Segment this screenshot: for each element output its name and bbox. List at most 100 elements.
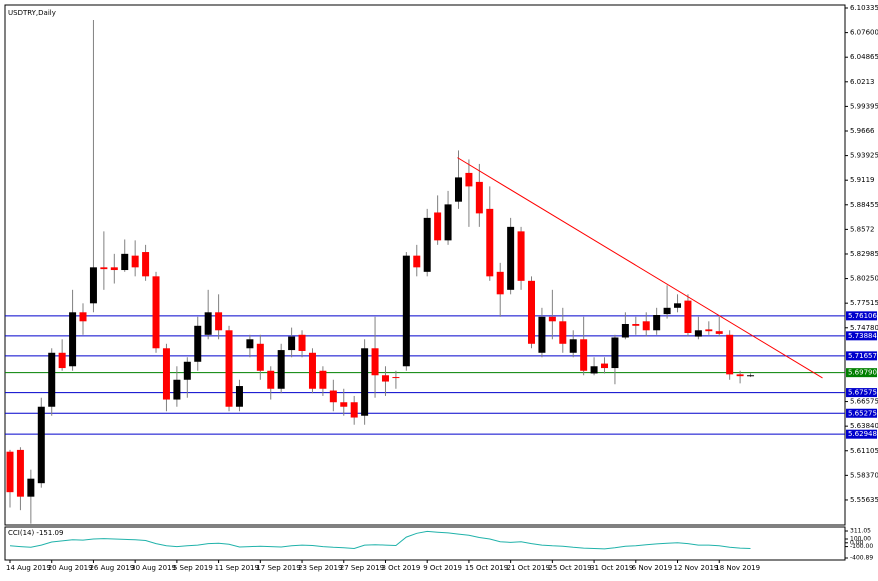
x-tick-label: 31 Oct 2019: [590, 564, 633, 572]
candle-body: [16, 449, 24, 497]
candle-body: [674, 303, 682, 308]
x-tick-label: 26 Aug 2019: [89, 564, 134, 572]
y-tick-label: 5.74780: [850, 324, 878, 332]
candle-body: [110, 267, 118, 271]
level-label-box: [846, 388, 877, 398]
candle-body: [715, 331, 723, 334]
y-tick-label: 5.82985: [850, 250, 878, 258]
x-tick-label: 3 Oct 2019: [381, 564, 420, 572]
x-tick-label: 25 Oct 2019: [548, 564, 591, 572]
x-tick-label: 9 Oct 2019: [423, 564, 462, 572]
y-tick-label: 0.00: [850, 539, 864, 546]
x-tick-label: 30 Aug 2019: [131, 564, 176, 572]
candle-body: [548, 316, 556, 322]
y-tick-label: 6.0213: [850, 78, 875, 86]
x-tick-label: 27 Sep 2019: [340, 564, 384, 572]
candle-body: [350, 402, 358, 418]
y-tick-label: 5.61105: [850, 447, 878, 455]
candle-body: [528, 280, 535, 344]
candle-body: [507, 226, 515, 290]
candle-body: [653, 315, 661, 331]
candle-body: [444, 204, 452, 241]
y-tick-label: 5.99395: [850, 102, 878, 110]
y-tick-label: 5.8572: [850, 225, 875, 233]
main-frame: [4, 4, 846, 526]
candle-body: [642, 321, 650, 331]
candle-body: [6, 451, 14, 493]
x-tick-label: 5 Sep 2019: [173, 564, 213, 572]
level-label: 5.76106: [848, 312, 877, 320]
y-tick-label: 6.04865: [850, 53, 878, 61]
level-label-box: [846, 351, 877, 361]
candle-body: [632, 323, 640, 326]
candle-body: [465, 172, 473, 187]
candle-body: [517, 231, 525, 281]
level-label: 5.69790: [848, 369, 877, 377]
indicator-title: CCI(14) -151.09: [8, 529, 63, 537]
candle-body: [288, 336, 296, 351]
candle-body: [371, 348, 379, 376]
candle-body: [131, 255, 139, 268]
x-tick-label: 20 Aug 2019: [48, 564, 93, 572]
level-label: 5.67575: [848, 389, 877, 397]
x-tick-label: 6 Nov 2019: [632, 564, 672, 572]
candle-body: [319, 370, 327, 389]
candle-body: [58, 352, 66, 369]
candle-body: [402, 255, 410, 367]
candle-body: [69, 312, 77, 367]
candle-body: [267, 370, 275, 389]
level-label: 5.62948: [848, 430, 877, 438]
candle-body: [89, 267, 97, 304]
y-tick-label: 5.77515: [850, 299, 878, 307]
candle-body: [215, 312, 223, 331]
candle-body: [475, 181, 483, 214]
y-tick-label: 5.66575: [850, 398, 878, 406]
candle-body: [601, 363, 609, 369]
x-tick-label: 14 Aug 2019: [6, 564, 51, 572]
candle-body: [79, 312, 87, 322]
y-tick-label: 5.9119: [850, 176, 875, 184]
candle-body: [329, 390, 337, 403]
candle-body: [308, 352, 316, 389]
candle-body: [225, 330, 233, 407]
level-label-box: [846, 311, 877, 321]
candle-body: [48, 352, 56, 407]
y-tick-label: 5.9666: [850, 127, 875, 135]
candle-body: [621, 323, 629, 338]
level-label-box: [846, 408, 877, 418]
candle-body: [204, 312, 212, 335]
candle-body: [736, 374, 744, 377]
y-tick-label: 5.63840: [850, 422, 878, 430]
candle-body: [162, 348, 170, 400]
candle-body: [256, 343, 264, 371]
y-tick-label: 311.05: [850, 528, 871, 535]
candle-body: [381, 375, 389, 382]
candle-body: [423, 217, 431, 272]
candle-body: [694, 330, 702, 337]
candle-body: [183, 361, 191, 380]
candle-body: [340, 402, 348, 407]
candle-body: [152, 276, 160, 349]
candle-body: [611, 337, 619, 369]
candle-body: [559, 321, 567, 344]
candle-body: [454, 177, 462, 202]
level-label: 5.65275: [848, 409, 877, 417]
x-tick-label: 17 Sep 2019: [256, 564, 300, 572]
candle-body: [569, 339, 577, 353]
candle-body: [100, 267, 108, 270]
candle-body: [194, 325, 202, 362]
y-tick-label: -400.89: [850, 555, 873, 562]
candle-body: [590, 366, 598, 374]
candle-body: [413, 255, 421, 268]
level-label: 5.73884: [848, 332, 877, 340]
candle-body: [496, 271, 504, 295]
level-label-box: [846, 429, 877, 439]
y-tick-label: 5.80250: [850, 275, 878, 283]
y-tick-label: 6.07600: [850, 29, 878, 37]
trend-line: [457, 157, 823, 379]
x-tick-label: 21 Oct 2019: [507, 564, 550, 572]
candle-body: [747, 375, 755, 377]
candle-body: [684, 300, 692, 333]
level-label-box: [846, 368, 877, 378]
